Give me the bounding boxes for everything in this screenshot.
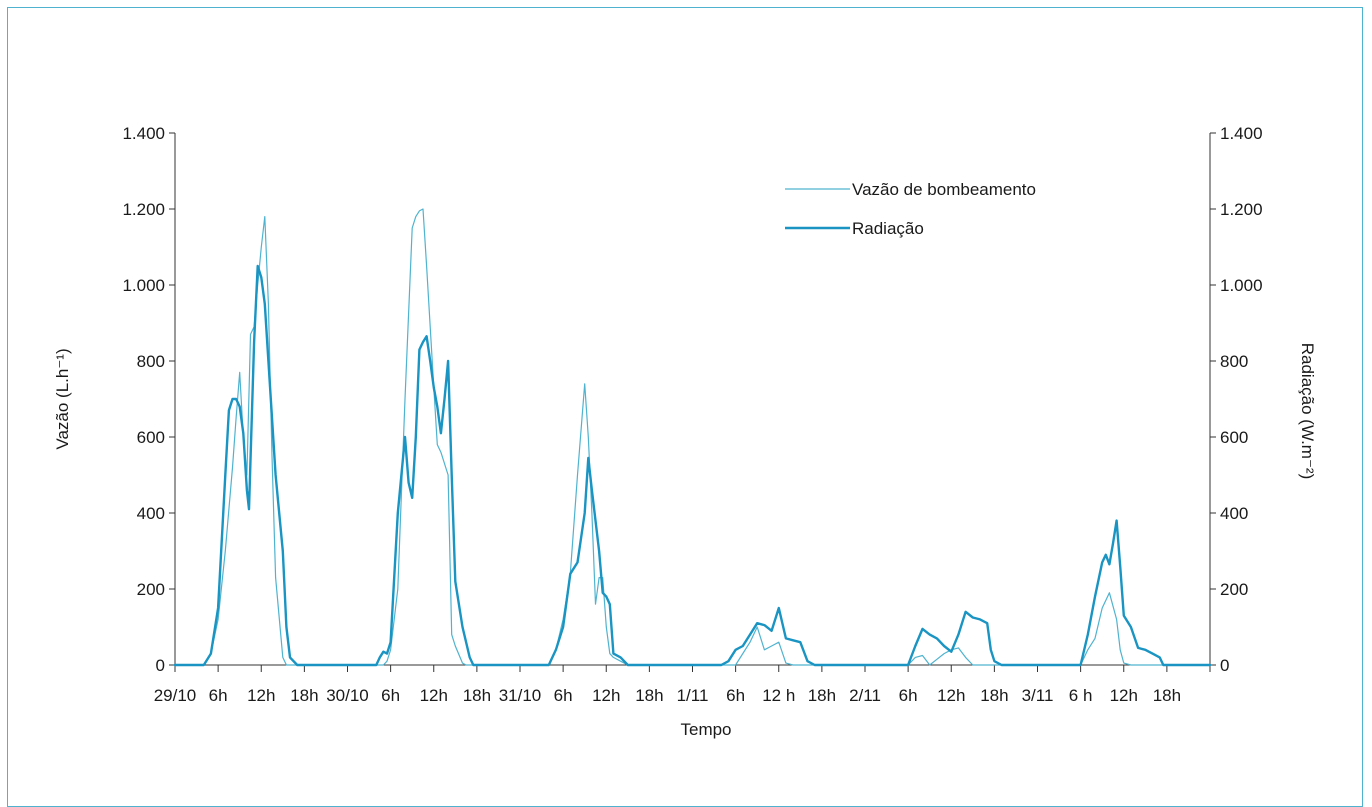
x-tick-label: 18h <box>463 686 491 705</box>
y-right-tick-label: 1.200 <box>1220 200 1263 219</box>
ticks: 0 0 200 200 400 400 600 600 800 800 1.000 1.000 1.20… <box>122 124 1262 705</box>
x-tick-label: 6h <box>209 686 228 705</box>
legend-label-vazao: Vazão de bombeamento <box>852 180 1036 199</box>
x-tick-label: 29/10 <box>154 686 197 705</box>
x-tick-label: 18h <box>1153 686 1181 705</box>
x-tick-label: 12h <box>420 686 448 705</box>
series-line-radiacao <box>173 264 1212 667</box>
y-left-tick-label: 200 <box>137 580 165 599</box>
x-tick-label: 30/10 <box>326 686 369 705</box>
x-tick-label: 6h <box>381 686 400 705</box>
x-tick-label: 6h <box>899 686 918 705</box>
y-right-tick-label: 0 <box>1220 656 1229 675</box>
x-tick-label: 12h <box>937 686 965 705</box>
legend-label-radiacao: Radiação <box>852 219 924 238</box>
y-right-tick-label: 800 <box>1220 352 1248 371</box>
axes <box>174 133 1211 666</box>
y-right-tick-label: 1.000 <box>1220 276 1263 295</box>
y-right-tick-label: 400 <box>1220 504 1248 523</box>
x-tick-label: 6 h <box>1069 686 1093 705</box>
x-tick-label: 18h <box>808 686 836 705</box>
series-line-vazao <box>174 208 1211 666</box>
x-tick-label: 12h <box>247 686 275 705</box>
y-left-tick-label: 1.000 <box>122 276 165 295</box>
y-left-tick-label: 800 <box>137 352 165 371</box>
legend: Vazão de bombeamento Radiação <box>785 180 1036 238</box>
x-tick-label: 12h <box>592 686 620 705</box>
x-tick-label: 2/11 <box>849 686 881 705</box>
y-axis-left-title: Vazão (L.h⁻¹) <box>53 348 72 449</box>
x-tick-label: 18h <box>980 686 1008 705</box>
x-tick-label: 18h <box>635 686 663 705</box>
y-left-tick-label: 1.400 <box>122 124 165 143</box>
x-tick-label: 6h <box>554 686 573 705</box>
y-left-tick-label: 600 <box>137 428 165 447</box>
x-tick-label: 1/11 <box>677 686 709 705</box>
y-axis-right-title: Radiação (W.m⁻²) <box>1298 343 1317 480</box>
y-left-tick-label: 400 <box>137 504 165 523</box>
x-axis-title: Tempo <box>680 720 731 739</box>
x-tick-label: 6h <box>726 686 745 705</box>
x-tick-label: 31/10 <box>499 686 542 705</box>
chart-frame <box>7 7 1363 807</box>
y-right-tick-label: 600 <box>1220 428 1248 447</box>
x-tick-label: 12 h <box>762 686 795 705</box>
y-left-tick-label: 0 <box>156 656 165 675</box>
x-tick-label: 3/11 <box>1022 686 1054 705</box>
y-left-tick-label: 1.200 <box>122 200 165 219</box>
x-tick-label: 18h <box>290 686 318 705</box>
y-right-tick-label: 200 <box>1220 580 1248 599</box>
y-right-tick-label: 1.400 <box>1220 124 1263 143</box>
x-tick-label: 12h <box>1110 686 1138 705</box>
series-lines <box>173 208 1212 667</box>
